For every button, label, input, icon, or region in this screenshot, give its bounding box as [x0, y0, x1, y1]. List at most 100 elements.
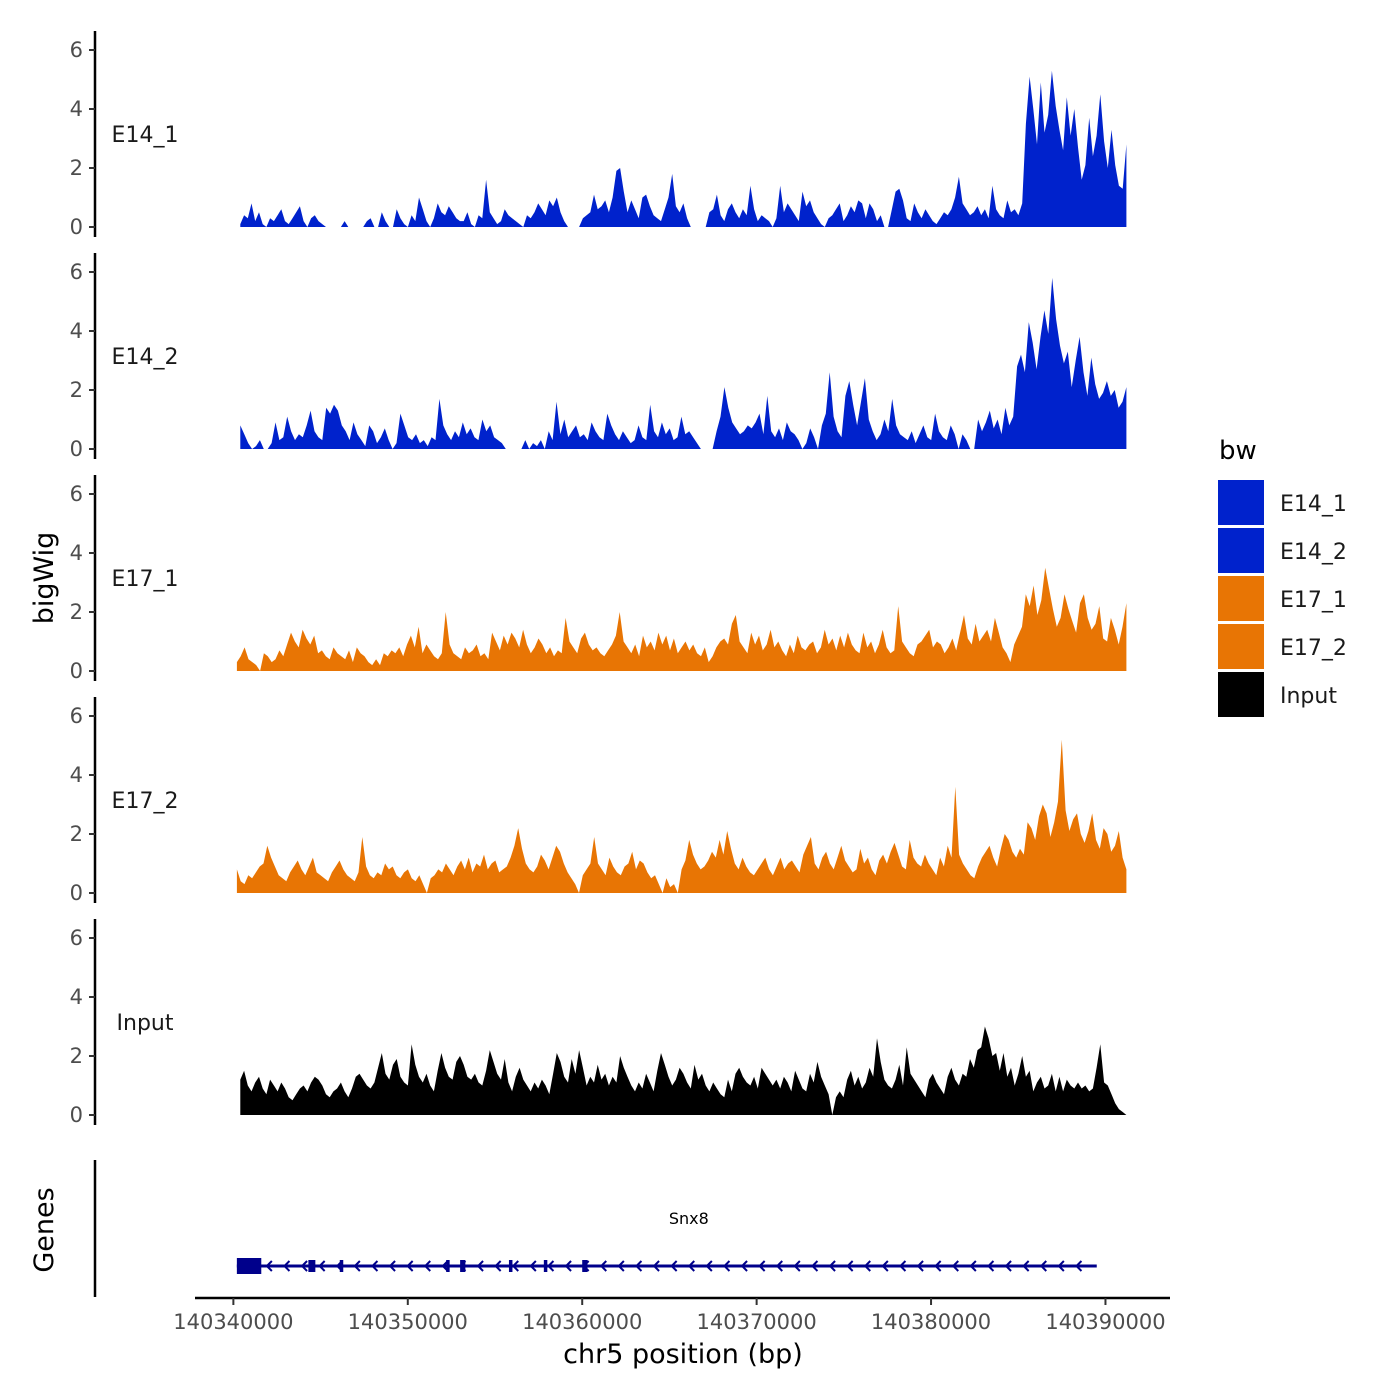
track-label: E17_1	[112, 567, 179, 592]
legend-label: Input	[1280, 684, 1337, 709]
track-E17_2: 0 2 4 6 E17_2	[70, 697, 1127, 905]
y-tick-label: 4	[70, 319, 83, 343]
track-Input: 0 2 4 6 Input	[70, 919, 1127, 1127]
y-tick-label: 2	[70, 156, 83, 180]
y-tick-label: 0	[70, 659, 83, 683]
strand-arrow	[1039, 1260, 1047, 1272]
track-label: E14_1	[112, 123, 179, 148]
y-tick-label: 0	[70, 881, 83, 905]
strand-arrow	[934, 1260, 942, 1272]
x-tick-label: 140350000	[348, 1310, 468, 1334]
strand-arrow	[635, 1260, 643, 1272]
strand-arrow	[951, 1260, 959, 1272]
strand-arrow	[547, 1260, 555, 1272]
gene-exon	[446, 1260, 450, 1272]
strand-arrow	[705, 1260, 713, 1272]
strand-arrow	[846, 1260, 854, 1272]
strand-arrow	[494, 1260, 502, 1272]
signal-tracks: 0 2 4 6 E14_1 0 2 4 6 E14_2 0 2 4 6 E17_1 0 2 4 6 E17_2 0 2 4 6…	[70, 31, 1127, 1127]
x-tick-label: 140360000	[522, 1310, 642, 1334]
y-tick-label: 4	[70, 97, 83, 121]
strand-arrow	[353, 1260, 361, 1272]
strand-arrow	[899, 1260, 907, 1272]
y-tick-label: 6	[70, 704, 83, 728]
strand-arrow	[476, 1260, 484, 1272]
y-tick-label: 2	[70, 600, 83, 624]
legend-label: E17_2	[1280, 636, 1347, 661]
strand-arrow	[599, 1260, 607, 1272]
legend-title: bw	[1219, 436, 1257, 466]
legend: bw E14_1 E14_2 E17_1 E17_2 Input	[1218, 436, 1347, 717]
legend-label: E17_1	[1280, 588, 1347, 613]
strand-arrow	[723, 1260, 731, 1272]
legend-swatch-E17_2	[1218, 624, 1264, 669]
track-label: E17_2	[112, 789, 179, 814]
y-tick-label: 4	[70, 763, 83, 787]
strand-arrow	[758, 1260, 766, 1272]
strand-arrow	[406, 1260, 414, 1272]
x-tick-label: 140380000	[871, 1310, 991, 1334]
strand-arrow	[318, 1260, 326, 1272]
strand-arrow	[652, 1260, 660, 1272]
x-tick-label: 140390000	[1045, 1310, 1165, 1334]
signal-area-E17_1	[236, 567, 1127, 671]
strand-arrow	[371, 1260, 379, 1272]
strand-arrow	[388, 1260, 396, 1272]
strand-arrow	[740, 1260, 748, 1272]
track-E17_1: 0 2 4 6 E17_1	[70, 475, 1127, 683]
gene-exon	[508, 1260, 513, 1272]
strand-arrow	[987, 1260, 995, 1272]
strand-arrow	[793, 1260, 801, 1272]
gene-track-title: Genes	[29, 1187, 60, 1272]
track-label: Input	[117, 1011, 174, 1036]
strand-arrow	[1057, 1260, 1065, 1272]
strand-arrow	[969, 1260, 977, 1272]
gene-exon	[543, 1260, 548, 1272]
gene-exon	[308, 1260, 316, 1272]
y-tick-label: 6	[70, 38, 83, 62]
gene-track-panel: Snx8	[93, 1160, 1097, 1297]
gene-exon	[236, 1258, 262, 1274]
strand-arrow	[582, 1260, 590, 1272]
strand-arrow	[863, 1260, 871, 1272]
track-label: E14_2	[112, 345, 179, 370]
signal-area-E17_2	[236, 739, 1127, 893]
gene-exon	[460, 1260, 466, 1272]
legend-swatch-E14_1	[1218, 480, 1264, 525]
track-E14_1: 0 2 4 6 E14_1	[70, 31, 1127, 239]
y-tick-label: 0	[70, 1103, 83, 1127]
strand-arrow	[811, 1260, 819, 1272]
strand-arrow	[775, 1260, 783, 1272]
y-tick-label: 0	[70, 437, 83, 461]
strand-arrow	[265, 1260, 273, 1272]
gene-exon	[339, 1260, 344, 1272]
strand-arrow	[1075, 1260, 1083, 1272]
x-axis: 140340000 140350000 140360000 140370000 1403…	[173, 1296, 1170, 1334]
x-tick-label: 140340000	[173, 1310, 293, 1334]
gene-name-label: Snx8	[669, 1209, 709, 1228]
strand-arrow	[529, 1260, 537, 1272]
y-tick-label: 4	[70, 985, 83, 1009]
signal-area-Input	[240, 1026, 1127, 1115]
strand-arrow	[511, 1260, 519, 1272]
y-tick-label: 0	[70, 215, 83, 239]
strand-arrow	[828, 1260, 836, 1272]
legend-swatch-E17_1	[1218, 576, 1264, 621]
signal-area-E14_2	[240, 277, 1127, 449]
strand-arrow	[459, 1260, 467, 1272]
signal-area-E14_1	[240, 70, 1127, 227]
y-tick-label: 6	[70, 260, 83, 284]
legend-swatch-E14_2	[1218, 528, 1264, 573]
legend-label: E14_1	[1280, 492, 1347, 517]
legend-label: E14_2	[1280, 540, 1347, 565]
y-tick-label: 4	[70, 541, 83, 565]
strand-arrow	[916, 1260, 924, 1272]
strand-arrow	[441, 1260, 449, 1272]
strand-arrow	[670, 1260, 678, 1272]
y-axis-title: bigWig	[29, 532, 60, 625]
y-tick-label: 6	[70, 482, 83, 506]
strand-arrow	[687, 1260, 695, 1272]
strand-arrow	[335, 1260, 343, 1272]
strand-arrow	[300, 1260, 308, 1272]
